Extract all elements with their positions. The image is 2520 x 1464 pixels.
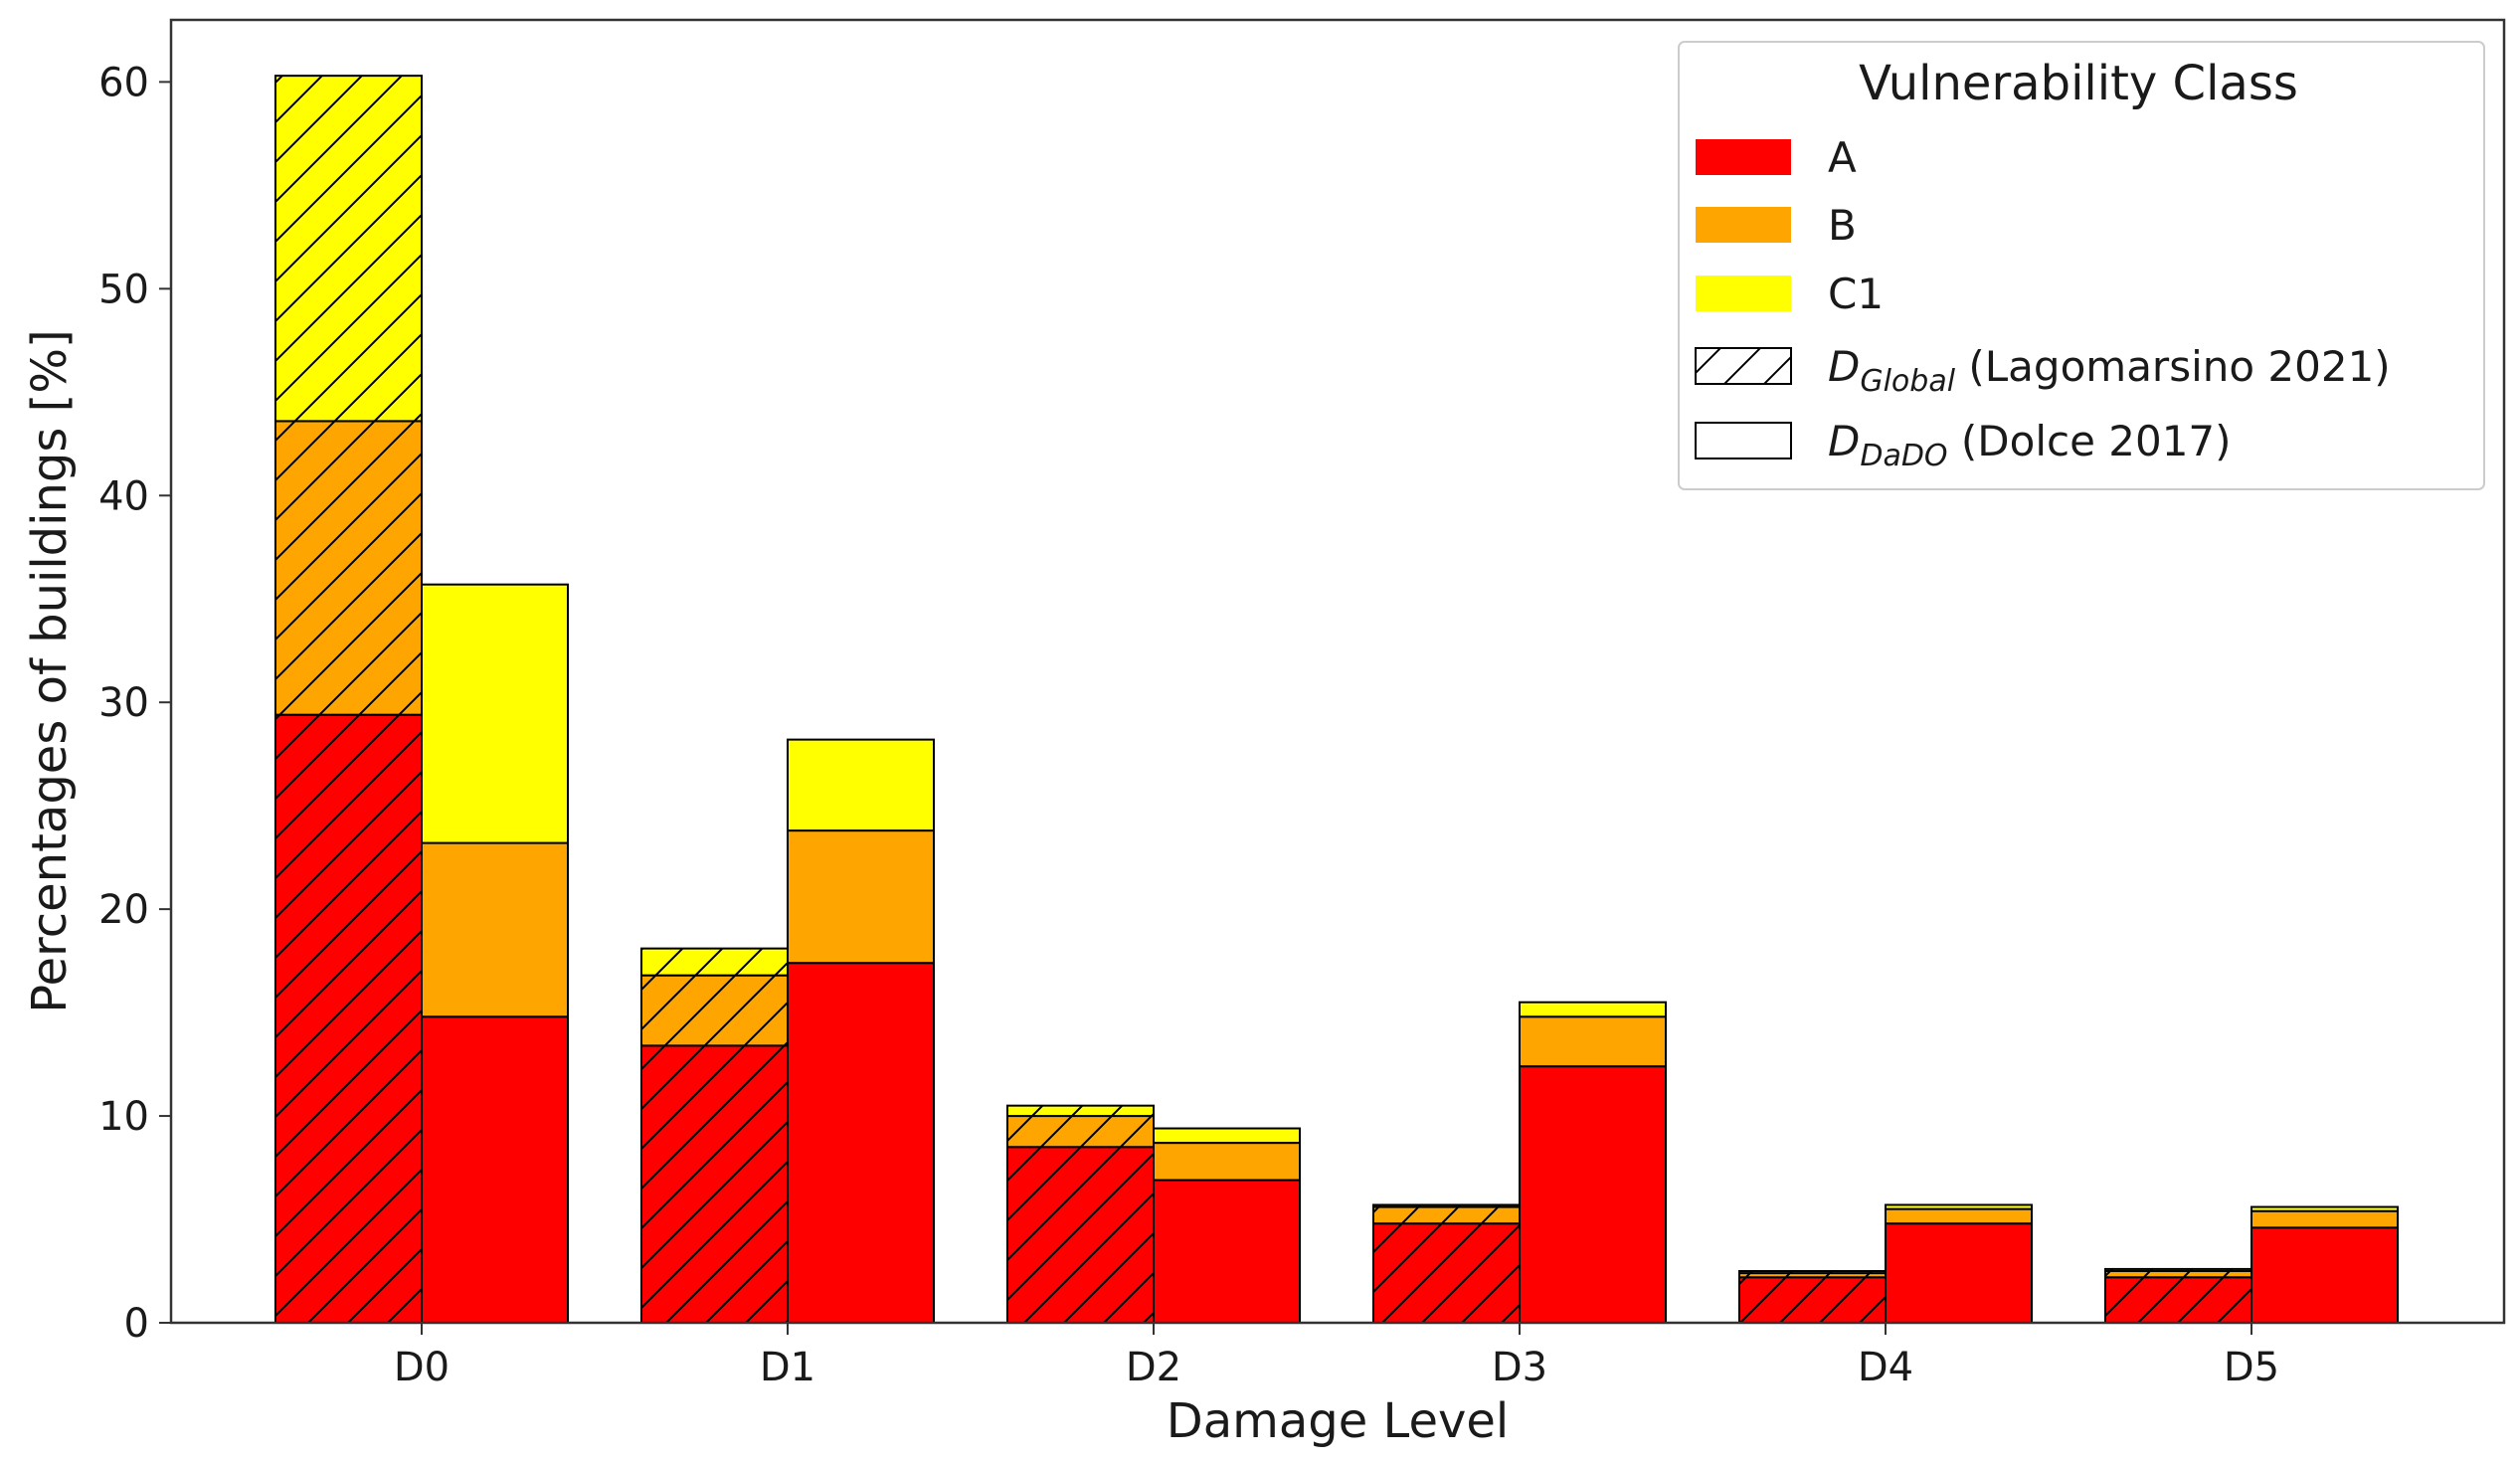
bar-d1-global-b-hatch — [641, 975, 788, 1046]
bar-d3-dado-a — [1519, 1065, 1667, 1324]
legend-swatch-b — [1696, 207, 1791, 243]
legend-label-global: DGlobal (Lagomarsino 2021) — [1828, 342, 2391, 399]
legend: Vulnerability Class AB C1 DGlobal (Lagomar… — [1678, 41, 2485, 490]
bar-d5-dado-a — [2250, 1226, 2399, 1325]
bar-d2-dado-a — [1153, 1179, 1301, 1324]
bar-d1-dado-b — [787, 829, 935, 965]
bar-d3-global-a-hatch — [1373, 1223, 1520, 1323]
legend-title: Vulnerability Class — [1859, 56, 2298, 111]
x-tick-label: D0 — [394, 1345, 450, 1390]
x-tick-label: D3 — [1492, 1345, 1547, 1390]
x-tick-label: D4 — [1858, 1345, 1913, 1390]
y-tick-label: 0 — [124, 1301, 149, 1347]
bar-d2-global-a-hatch — [1007, 1147, 1154, 1323]
legend-label-c1: C1 — [1828, 270, 1884, 318]
bar-d3-dado-b — [1519, 1015, 1667, 1068]
legend-box — [1678, 41, 2485, 490]
bar-d4-dado-a — [1885, 1222, 2033, 1324]
bar-d2-global-b-hatch — [1007, 1116, 1154, 1148]
legend-label-a: A — [1828, 133, 1857, 182]
legend-swatch-a — [1696, 139, 1791, 175]
y-tick-label: 60 — [98, 60, 149, 105]
legend-swatch-global — [1695, 347, 1792, 385]
y-axis-label: Percentages of buildings [%] — [22, 329, 78, 1012]
x-tick-label: D1 — [760, 1345, 815, 1390]
bar-d2-dado-b — [1153, 1142, 1301, 1182]
legend-swatch-c1 — [1696, 275, 1791, 311]
x-tick-label: D5 — [2224, 1345, 2279, 1390]
bar-d0-dado-b — [421, 841, 569, 1018]
y-tick-label: 50 — [98, 267, 149, 312]
bar-d5-global-a-hatch — [2105, 1277, 2251, 1323]
bar-d5-dado-b — [2250, 1209, 2399, 1229]
bar-d5-dado-c1 — [2250, 1205, 2399, 1212]
bar-d1-dado-a — [787, 962, 935, 1324]
bars-layer — [274, 75, 2399, 1325]
legend-label-b: B — [1828, 201, 1857, 250]
bar-d2-dado-c1 — [1153, 1127, 1301, 1145]
y-tick-label: 10 — [98, 1094, 149, 1140]
x-tick-label: D2 — [1126, 1345, 1181, 1390]
bar-d4-global-b-hatch — [1739, 1273, 1886, 1278]
bar-d0-global-b-hatch — [275, 421, 422, 715]
y-tick-label: 30 — [98, 680, 149, 726]
legend-swatch-dado — [1695, 422, 1792, 459]
bar-d2-global-c1-hatch — [1007, 1105, 1154, 1117]
bar-d3-dado-c1 — [1519, 1001, 1667, 1018]
bar-d5-global-c1-hatch — [2105, 1268, 2251, 1272]
x-axis-label: Damage Level — [1167, 1393, 1510, 1449]
plot-frame — [169, 18, 2506, 1325]
y-axis: 0 10 20 30 40 50 60 — [98, 60, 171, 1347]
y-tick-label: 20 — [98, 887, 149, 933]
bar-d4-dado-c1 — [1885, 1203, 2033, 1210]
bar-d3-global-b-hatch — [1373, 1206, 1520, 1224]
bar-d0-global-a-hatch — [275, 714, 422, 1323]
bar-d1-global-c1-hatch — [641, 948, 788, 976]
bar-d0-dado-a — [421, 1015, 569, 1324]
legend-label-dado: DDaDO (Dolce 2017) — [1828, 417, 2232, 473]
bar-d4-global-a-hatch — [1739, 1277, 1886, 1323]
bar-d0-dado-c1 — [421, 583, 569, 844]
bar-d0-global-c1-hatch — [275, 76, 422, 422]
bar-d1-dado-c1 — [787, 738, 935, 832]
bar-d3-global-c1-hatch — [1373, 1204, 1520, 1207]
bar-d1-global-a-hatch — [641, 1045, 788, 1323]
x-axis: D0 D1 D2 D3 D4 D5 — [394, 1323, 2279, 1390]
y-tick-label: 40 — [98, 473, 149, 519]
bar-d4-global-c1-hatch — [1739, 1271, 1886, 1274]
bar-d4-dado-b — [1885, 1207, 2033, 1225]
bar-d5-global-b-hatch — [2105, 1271, 2251, 1278]
